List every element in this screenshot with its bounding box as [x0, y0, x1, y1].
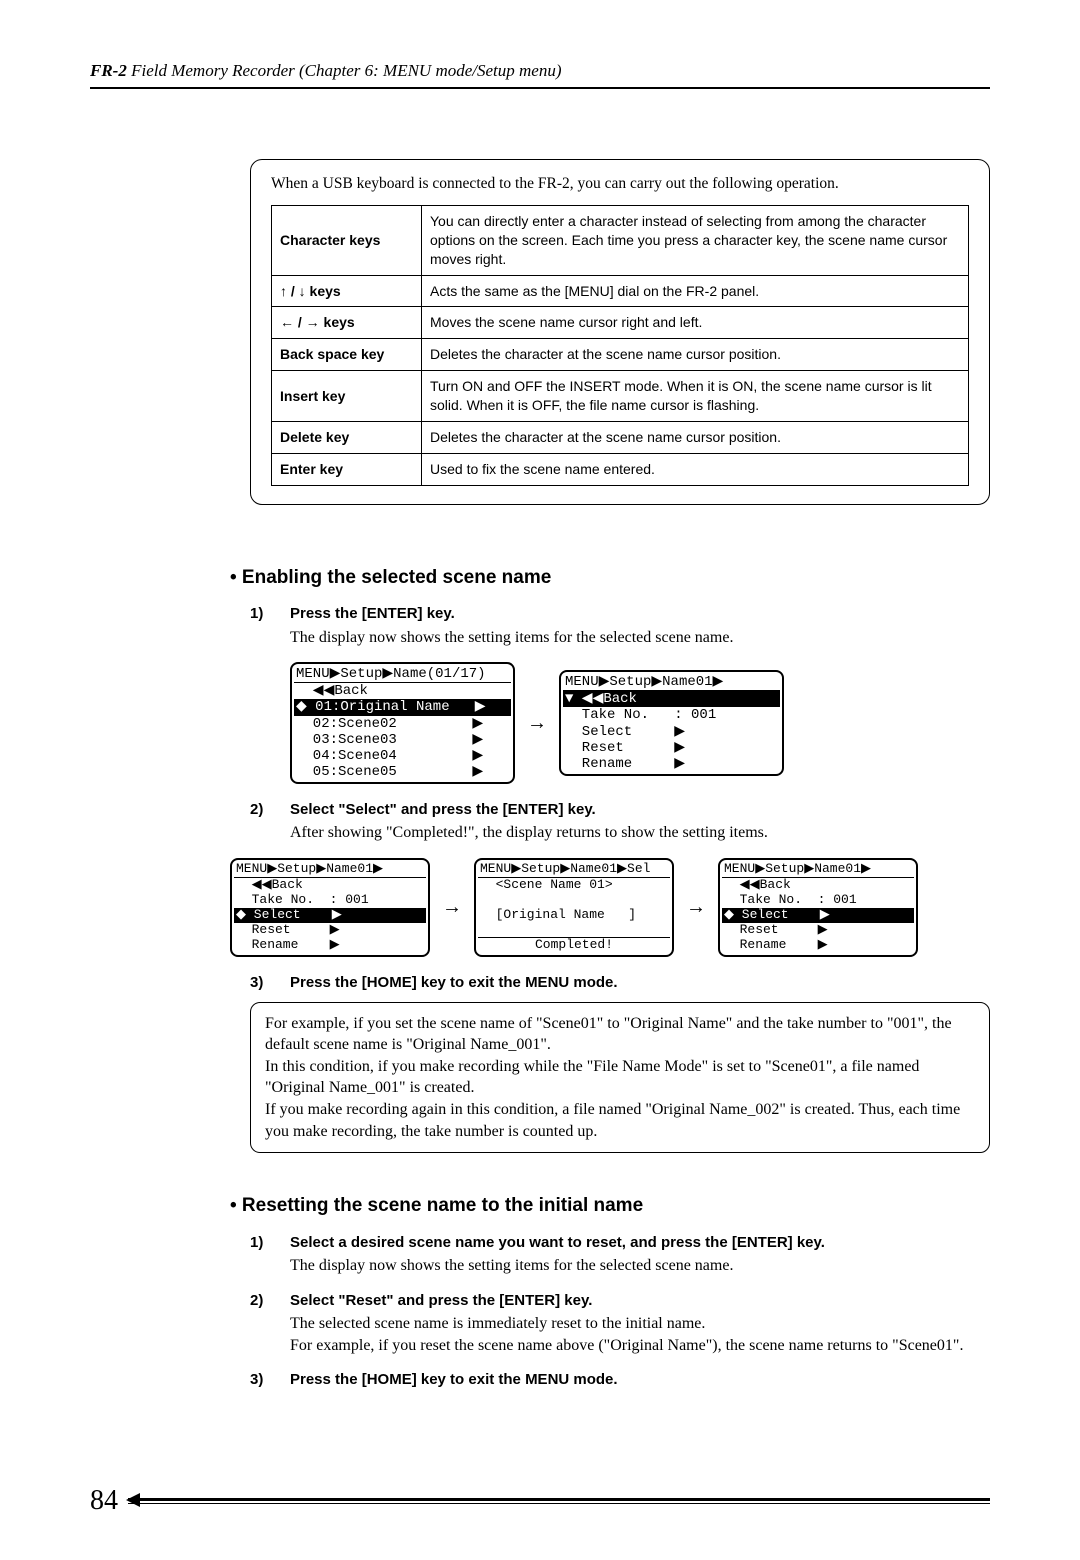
- key-desc-cell: Deletes the character at the scene name …: [422, 339, 969, 371]
- key-name-cell: Character keys: [272, 205, 422, 275]
- step-head: Press the [HOME] key to exit the MENU mo…: [290, 1370, 990, 1390]
- key-desc-cell: You can directly enter a character inste…: [422, 205, 969, 275]
- step-desc: The display now shows the setting items …: [290, 1255, 990, 1277]
- footer-rule: [128, 1498, 990, 1504]
- step-head: Press the [HOME] key to exit the MENU mo…: [290, 973, 990, 993]
- lcd-row: ▼ ◀◀Back: [563, 691, 780, 707]
- lcd-row: ◀◀Back: [234, 878, 426, 893]
- table-row: ← / → keysMoves the scene name cursor ri…: [272, 307, 969, 339]
- lcd-row: [Original Name ]: [478, 908, 670, 923]
- lcd-breadcrumb: MENU▶Setup▶Name01▶Sel: [478, 862, 670, 878]
- lcd-row: [478, 923, 670, 938]
- step-head: Press the [ENTER] key.: [290, 604, 990, 624]
- lcd-row: Take No. : 001: [234, 893, 426, 908]
- lcd-row: [478, 893, 670, 908]
- step-row: 1)Select a desired scene name you want t…: [250, 1233, 990, 1285]
- lcd-row: 05:Scene05 ▶: [294, 764, 511, 780]
- table-row: Enter keyUsed to fix the scene name ente…: [272, 453, 969, 485]
- step-number: 2): [250, 800, 290, 852]
- step-number: 1): [250, 604, 290, 656]
- page-footer: 84: [90, 1482, 990, 1520]
- key-desc-cell: Acts the same as the [MENU] dial on the …: [422, 275, 969, 307]
- lcd-breadcrumb: MENU▶Setup▶Name01▶: [234, 862, 426, 878]
- keyboard-keys-table: Character keysYou can directly enter a c…: [271, 205, 969, 486]
- usb-intro: When a USB keyboard is connected to the …: [271, 174, 969, 195]
- lcd-breadcrumb: MENU▶Setup▶Name(01/17): [294, 666, 511, 683]
- arrow-icon: →: [686, 894, 706, 921]
- lcd-row: Rename ▶: [722, 938, 914, 953]
- lcd-row: 03:Scene03 ▶: [294, 732, 511, 748]
- lcd-screen-b: MENU▶Setup▶Name01▶▼ ◀◀Back Take No. : 00…: [559, 670, 784, 776]
- key-name-cell: Delete key: [272, 421, 422, 453]
- lcd-screen-d: MENU▶Setup▶Name01▶Sel <Scene Name 01> [O…: [474, 858, 674, 958]
- step-row: 3) Press the [HOME] key to exit the MENU…: [250, 973, 990, 995]
- step-head: Select "Reset" and press the [ENTER] key…: [290, 1291, 990, 1311]
- lcd-group-2: MENU▶Setup▶Name01▶ ◀◀Back Take No. : 001…: [230, 858, 990, 958]
- key-name-cell: Enter key: [272, 453, 422, 485]
- step-desc: The selected scene name is immediately r…: [290, 1313, 990, 1356]
- lcd-group-1: MENU▶Setup▶Name(01/17) ◀◀Back◆ 01:Origin…: [290, 662, 990, 784]
- step-row: 2) Select "Select" and press the [ENTER]…: [250, 800, 990, 852]
- step-desc: The display now shows the setting items …: [290, 627, 990, 649]
- chapter-title: Field Memory Recorder (Chapter 6: MENU m…: [127, 61, 562, 80]
- lcd-screen-c: MENU▶Setup▶Name01▶ ◀◀Back Take No. : 001…: [230, 858, 430, 957]
- lcd-row: ◆ Select ▶: [722, 908, 914, 923]
- lcd-row: Reset ▶: [563, 740, 780, 756]
- lcd-breadcrumb: MENU▶Setup▶Name01▶: [563, 674, 780, 691]
- table-row: ↑ / ↓ keysActs the same as the [MENU] di…: [272, 275, 969, 307]
- step-row: 2)Select "Reset" and press the [ENTER] k…: [250, 1291, 990, 1364]
- section1-title: • Enabling the selected scene name: [230, 565, 990, 591]
- key-name-cell: Insert key: [272, 371, 422, 422]
- lcd-screen-a: MENU▶Setup▶Name(01/17) ◀◀Back◆ 01:Origin…: [290, 662, 515, 784]
- lcd-row: ◀◀Back: [722, 878, 914, 893]
- usb-keyboard-box: When a USB keyboard is connected to the …: [250, 159, 990, 505]
- key-desc-cell: Used to fix the scene name entered.: [422, 453, 969, 485]
- step-number: 2): [250, 1291, 290, 1364]
- lcd-row: Reset ▶: [234, 923, 426, 938]
- footer-arrow-icon: [126, 1493, 140, 1507]
- product-name: FR-2: [90, 61, 127, 80]
- step-head: Select a desired scene name you want to …: [290, 1233, 990, 1253]
- lcd-row: ◀◀Back: [294, 683, 511, 699]
- lcd-row: Rename ▶: [563, 756, 780, 772]
- example-info-box: For example, if you set the scene name o…: [250, 1002, 990, 1154]
- arrow-icon: →: [442, 894, 462, 921]
- lcd-row: 04:Scene04 ▶: [294, 748, 511, 764]
- key-name-cell: ↑ / ↓ keys: [272, 275, 422, 307]
- page-header: FR-2 Field Memory Recorder (Chapter 6: M…: [90, 60, 990, 89]
- lcd-row: Select ▶: [563, 724, 780, 740]
- table-row: Insert keyTurn ON and OFF the INSERT mod…: [272, 371, 969, 422]
- key-desc-cell: Deletes the character at the scene name …: [422, 421, 969, 453]
- key-desc-cell: Moves the scene name cursor right and le…: [422, 307, 969, 339]
- step-row: 3)Press the [HOME] key to exit the MENU …: [250, 1370, 990, 1392]
- lcd-row: <Scene Name 01>: [478, 878, 670, 893]
- lcd-row: Rename ▶: [234, 938, 426, 953]
- lcd-breadcrumb: MENU▶Setup▶Name01▶: [722, 862, 914, 878]
- step-number: 1): [250, 1233, 290, 1285]
- step-row: 1) Press the [ENTER] key. The display no…: [250, 604, 990, 656]
- lcd-row: ◆ Select ▶: [234, 908, 426, 923]
- page-number: 84: [90, 1482, 118, 1520]
- arrow-icon: →: [527, 710, 547, 737]
- lcd-screen-e: MENU▶Setup▶Name01▶ ◀◀Back Take No. : 001…: [718, 858, 918, 957]
- key-desc-cell: Turn ON and OFF the INSERT mode. When it…: [422, 371, 969, 422]
- step-head: Select "Select" and press the [ENTER] ke…: [290, 800, 990, 820]
- lcd-status: Completed!: [478, 937, 670, 953]
- lcd-row: Take No. : 001: [722, 893, 914, 908]
- key-name-cell: ← / → keys: [272, 307, 422, 339]
- section2-title: • Resetting the scene name to the initia…: [230, 1193, 990, 1219]
- table-row: Back space keyDeletes the character at t…: [272, 339, 969, 371]
- table-row: Delete keyDeletes the character at the s…: [272, 421, 969, 453]
- key-name-cell: Back space key: [272, 339, 422, 371]
- lcd-row: Take No. : 001: [563, 707, 780, 723]
- step-desc: After showing "Completed!", the display …: [290, 822, 990, 844]
- table-row: Character keysYou can directly enter a c…: [272, 205, 969, 275]
- lcd-row: 02:Scene02 ▶: [294, 716, 511, 732]
- lcd-row: ◆ 01:Original Name ▶: [294, 699, 511, 715]
- step-number: 3): [250, 973, 290, 995]
- lcd-row: Reset ▶: [722, 923, 914, 938]
- step-number: 3): [250, 1370, 290, 1392]
